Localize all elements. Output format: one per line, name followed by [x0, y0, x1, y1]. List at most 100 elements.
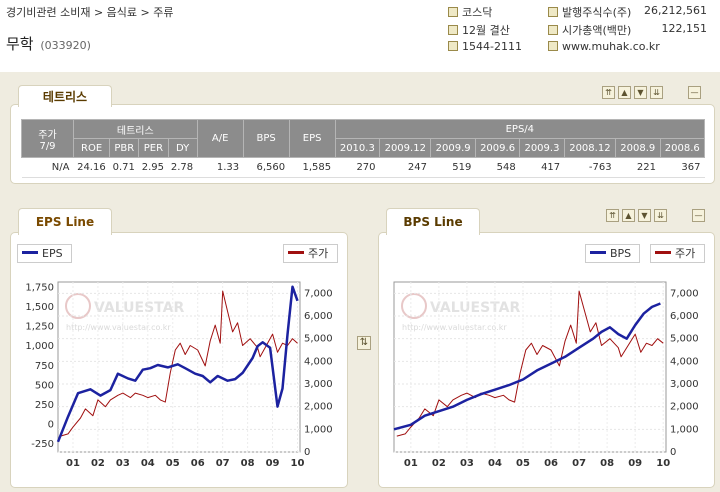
move-top-icon[interactable]: ⇈	[602, 86, 615, 99]
right-tick-label: 7,000	[670, 288, 699, 299]
eps-legend-line: EPS	[17, 244, 72, 263]
website-info[interactable]: www.muhak.co.kr	[548, 40, 660, 53]
cell-period: 519	[430, 157, 476, 178]
col-dy: DY	[167, 138, 198, 158]
right-tick-label: 1,000	[670, 424, 699, 435]
col-eps: EPS	[288, 119, 336, 158]
col-roe: ROE	[72, 138, 111, 158]
cell-ae: 1.33	[197, 157, 244, 178]
left-tick-label: 1,750	[25, 282, 54, 293]
right-tick-label: 2,000	[670, 402, 699, 413]
move-down-icon[interactable]: ▼	[638, 209, 651, 222]
x-tick-label: 04	[488, 458, 502, 469]
col-group-tetris: 테트리스	[73, 119, 198, 139]
move-up-icon[interactable]: ▲	[622, 209, 635, 222]
x-tick-label: 10	[656, 458, 670, 469]
left-tick-label: 1,250	[25, 322, 54, 333]
tab-bps-line[interactable]: BPS Line	[386, 208, 480, 235]
bps-legend-line: BPS	[585, 244, 640, 263]
move-up-icon[interactable]: ▲	[618, 86, 631, 99]
x-tick-label: 01	[404, 458, 418, 469]
series-price-line	[396, 290, 664, 437]
col-period: 2008.9	[615, 138, 661, 158]
right-tick-label: 0	[304, 447, 310, 458]
move-bottom-icon[interactable]: ⇊	[650, 86, 663, 99]
series-price-line	[60, 290, 298, 437]
right-tick-label: 2,000	[304, 402, 333, 413]
cell-period: 548	[475, 157, 520, 178]
company-name: 무학	[6, 35, 34, 53]
col-period: 2009.9	[430, 138, 476, 158]
watermark-brand: VALUESTAR	[430, 300, 520, 316]
col-ae: A/E	[196, 119, 244, 158]
right-tick-label: 6,000	[304, 311, 333, 322]
minimize-icon[interactable]: —	[692, 209, 705, 222]
col-price: 주가 7/9	[21, 119, 74, 158]
breadcrumb[interactable]: 경기비관련 소비재 > 음식료 > 주류	[6, 6, 174, 19]
mcap-icon	[548, 25, 558, 35]
shares-info: 발행주식수(주)	[548, 4, 631, 20]
x-tick-label: 03	[116, 458, 130, 469]
swap-icon[interactable]: ⇅	[357, 336, 371, 350]
watermark-logo-icon	[65, 293, 91, 319]
company-code: (033920)	[40, 39, 91, 52]
x-tick-label: 02	[91, 458, 105, 469]
cell-eps: 1,585	[289, 157, 336, 178]
right-tick-label: 0	[670, 447, 676, 458]
right-tick-label: 3,000	[304, 379, 333, 390]
col-group-eps4: EPS/4	[334, 119, 706, 139]
col-bps: BPS	[242, 119, 290, 158]
right-tick-label: 6,000	[670, 311, 699, 322]
eps-swatch	[22, 251, 38, 254]
bps-swatch	[590, 251, 606, 254]
cell-price: N/A	[21, 157, 74, 178]
x-tick-label: 09	[266, 458, 280, 469]
bps-legend-price: 주가	[650, 244, 705, 263]
left-tick-label: 1,000	[25, 341, 54, 352]
cell-period: 417	[519, 157, 565, 178]
tab-tetris[interactable]: 테트리스	[18, 85, 112, 107]
market-info: 코스닥	[448, 4, 492, 20]
cell-roe: 24.16	[73, 157, 110, 178]
move-top-icon[interactable]: ⇈	[606, 209, 619, 222]
mcap-value: 122,151	[661, 22, 708, 35]
left-tick-label: 1,500	[25, 302, 54, 313]
right-tick-label: 3,000	[670, 379, 699, 390]
x-tick-label: 06	[191, 458, 205, 469]
left-tick-label: 500	[35, 380, 54, 391]
right-tick-label: 7,000	[304, 288, 333, 299]
market-icon	[448, 7, 458, 17]
x-tick-label: 02	[432, 458, 446, 469]
eps-legend-price: 주가	[283, 244, 338, 263]
home-icon	[548, 41, 558, 51]
col-period: 2009.12	[379, 138, 432, 158]
left-tick-label: 0	[48, 420, 54, 431]
right-tick-label: 5,000	[304, 334, 333, 345]
col-period: 2009.3	[519, 138, 565, 158]
watermark-brand: VALUESTAR	[94, 300, 184, 316]
move-bottom-icon[interactable]: ⇊	[654, 209, 667, 222]
col-period: 2008.12	[563, 138, 617, 158]
watermark-url: http://www.valuestar.co.kr	[66, 323, 171, 332]
website-link[interactable]: www.muhak.co.kr	[562, 40, 660, 53]
move-down-icon[interactable]: ▼	[634, 86, 647, 99]
company-header: 경기비관련 소비재 > 음식료 > 주류 무학 (033920) 코스닥 12월…	[0, 0, 720, 72]
cell-period: 367	[660, 157, 705, 178]
col-pbr: PBR	[109, 138, 140, 158]
col-per: PER	[138, 138, 169, 158]
minimize-icon[interactable]: —	[688, 86, 701, 99]
x-tick-label: 06	[544, 458, 558, 469]
company-title: 무학 (033920)	[6, 33, 91, 54]
watermark-logo-icon	[401, 293, 427, 319]
phone-info: 1544-2111	[448, 40, 522, 53]
price-swatch	[655, 251, 671, 254]
calendar-icon	[448, 25, 458, 35]
left-tick-label: -250	[31, 439, 54, 450]
right-tick-label: 5,000	[670, 334, 699, 345]
tab-eps-line[interactable]: EPS Line	[18, 208, 112, 235]
x-tick-label: 08	[241, 458, 255, 469]
series-eps-line	[56, 285, 299, 443]
x-tick-label: 09	[628, 458, 642, 469]
col-period: 2009.6	[474, 138, 521, 158]
x-tick-label: 10	[291, 458, 305, 469]
